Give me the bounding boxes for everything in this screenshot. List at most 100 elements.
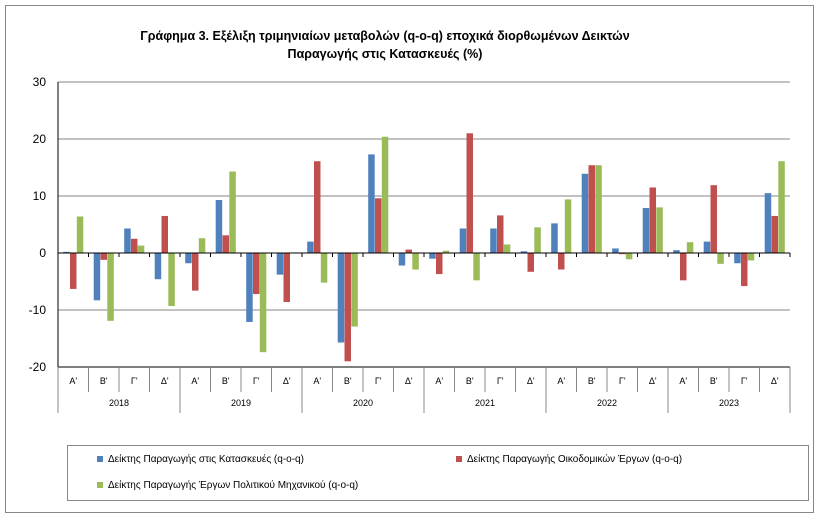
bar-series-3 — [259, 253, 267, 353]
quarter-label: Β' — [710, 376, 718, 386]
quarter-label: Δ' — [649, 376, 657, 386]
bar-series-3 — [107, 253, 114, 321]
y-tick-label: -10 — [29, 303, 47, 317]
bar-series-2 — [558, 253, 565, 270]
quarter-label: Β' — [100, 376, 108, 386]
bar-series-1 — [581, 173, 589, 253]
year-label: 2019 — [231, 398, 251, 408]
bar-series-3 — [412, 253, 419, 270]
bar-series-1 — [398, 253, 406, 266]
bar-series-3 — [534, 227, 541, 253]
bar-series-1 — [429, 253, 436, 259]
bar-series-1 — [337, 253, 345, 343]
bar-series-2 — [131, 238, 138, 253]
bar-series-3 — [76, 216, 84, 253]
legend-label-1: Δείκτης Παραγωγής στις Κατασκευές (q-o-q… — [108, 453, 304, 465]
chart-title-line2: Παραγωγής στις Κατασκευές (%) — [288, 47, 483, 61]
bar-series-1 — [551, 223, 558, 253]
y-tick-label: 0 — [39, 246, 46, 260]
bar-series-3 — [717, 253, 724, 264]
bar-series-1 — [246, 253, 253, 322]
bar-series-1 — [93, 253, 101, 301]
legend-swatch-3 — [97, 482, 103, 488]
quarter-label: Α' — [435, 376, 443, 386]
bar-series-3 — [381, 136, 389, 253]
bar-series-1 — [215, 199, 223, 253]
quarter-label: Γ' — [375, 376, 382, 386]
quarter-label: Δ' — [405, 376, 413, 386]
bar-series-3 — [625, 253, 633, 260]
quarter-label: Β' — [588, 376, 596, 386]
bar-series-2 — [405, 249, 412, 253]
y-tick-label: 10 — [33, 189, 47, 203]
bar-series-3 — [747, 253, 755, 261]
bar-series-1 — [734, 253, 741, 264]
legend-swatch-2 — [456, 456, 462, 462]
bar-series-2 — [70, 253, 77, 289]
bar-series-1 — [490, 228, 497, 253]
bar-series-2 — [100, 253, 107, 260]
bar-series-1 — [368, 154, 375, 253]
legend-label-3: Δείκτης Παραγωγής Έργων Πολιτικού Μηχανι… — [108, 479, 358, 491]
quarter-label: Β' — [344, 376, 352, 386]
bar-series-3 — [442, 250, 450, 253]
bar-series-2 — [314, 161, 321, 253]
quarter-label: Β' — [466, 376, 474, 386]
quarter-label: Δ' — [771, 376, 779, 386]
bar-series-3 — [686, 242, 694, 253]
quarter-label: Γ' — [741, 376, 748, 386]
bar-series-2 — [619, 253, 626, 255]
quarter-label: Γ' — [497, 376, 504, 386]
bar-series-1 — [63, 251, 70, 253]
year-label: 2020 — [353, 398, 373, 408]
bar-series-3 — [351, 253, 358, 327]
bar-series-1 — [703, 241, 711, 253]
year-label: 2021 — [475, 398, 495, 408]
bar-series-3 — [137, 245, 145, 253]
bar-series-1 — [642, 207, 650, 253]
bar-series-2 — [436, 253, 443, 275]
bar-series-1 — [276, 253, 284, 275]
bar-series-1 — [124, 228, 131, 253]
chart-title-line1: Γράφημα 3. Εξέλιξη τριμηνιαίων μεταβολών… — [140, 29, 629, 43]
bar-series-2 — [680, 253, 687, 281]
legend-swatch-1 — [97, 456, 103, 462]
bar-series-3 — [595, 165, 602, 253]
bar-series-3 — [778, 161, 785, 253]
quarter-label: Α' — [191, 376, 199, 386]
bar-series-3 — [473, 253, 480, 281]
quarter-label: Γ' — [131, 376, 138, 386]
bar-series-1 — [673, 250, 680, 253]
bar-series-1 — [764, 193, 772, 253]
bar-series-3 — [168, 253, 175, 307]
bar-series-3 — [564, 199, 572, 253]
quarter-label: Δ' — [283, 376, 291, 386]
y-tick-label: 30 — [33, 75, 47, 89]
bar-series-2 — [710, 185, 717, 253]
quarter-label: Α' — [557, 376, 565, 386]
bar-series-2 — [771, 215, 778, 253]
bar-series-2 — [741, 253, 748, 287]
bar-series-1 — [154, 253, 162, 280]
y-tick-label: -20 — [29, 360, 47, 374]
bar-series-3 — [503, 244, 511, 253]
bar-series-1 — [612, 248, 619, 253]
bar-series-2 — [344, 253, 351, 362]
bar-series-2 — [161, 215, 168, 253]
bar-series-1 — [185, 253, 192, 264]
quarter-label: Γ' — [253, 376, 260, 386]
bar-series-2 — [588, 165, 595, 253]
year-label: 2022 — [597, 398, 617, 408]
bar-series-2 — [192, 253, 199, 291]
chart-border — [5, 5, 814, 513]
bar-series-2 — [222, 235, 229, 253]
bar-series-1 — [459, 228, 467, 253]
year-label: 2023 — [719, 398, 739, 408]
quarter-label: Β' — [222, 376, 230, 386]
quarter-label: Α' — [69, 376, 77, 386]
quarter-label: Δ' — [161, 376, 169, 386]
bar-series-3 — [229, 171, 236, 253]
legend-label-2: Δείκτης Παραγωγής Οικοδομικών Έργων (q-o… — [467, 453, 682, 465]
bar-series-2 — [649, 187, 656, 253]
